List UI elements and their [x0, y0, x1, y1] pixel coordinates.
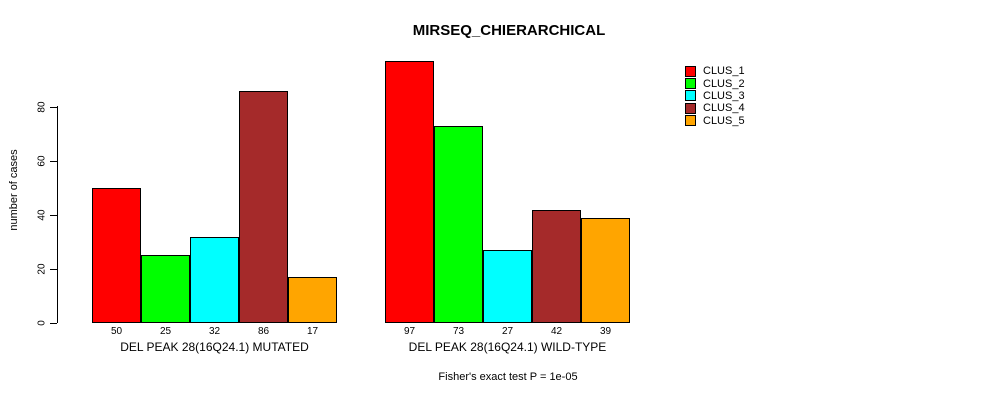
- legend-label: CLUS_2: [703, 77, 745, 90]
- y-axis-tick-label: 40: [36, 209, 48, 221]
- bar-clus_3: [483, 250, 532, 323]
- y-axis-tick-label: 80: [36, 101, 48, 113]
- legend-label: CLUS_1: [703, 65, 745, 78]
- bar-clus_2: [434, 126, 483, 323]
- y-axis-tick-mark: [50, 106, 57, 108]
- legend-swatch-icon: [685, 90, 696, 102]
- x-axis-group-label: DEL PEAK 28(16Q24.1) MUTATED: [120, 340, 309, 354]
- legend: CLUS_1 CLUS_2 CLUS_3 CLUS_4 CLUS_5: [685, 65, 745, 127]
- y-axis-tick-mark: [50, 322, 57, 324]
- bar-clus_1: [385, 61, 434, 323]
- bar-value-label: 17: [306, 326, 319, 337]
- y-axis-tick-label: 20: [36, 263, 48, 275]
- bar-clus_4: [532, 210, 581, 323]
- bar-value-label: 97: [403, 326, 416, 337]
- bar-value-label: 86: [257, 326, 270, 337]
- legend-swatch-icon: [685, 115, 696, 127]
- legend-item-clus_3: CLUS_3: [685, 90, 745, 102]
- chart-title: MIRSEQ_CHIERARCHICAL: [412, 22, 606, 39]
- legend-swatch-icon: [685, 65, 696, 77]
- bar-value-label: 32: [208, 326, 221, 337]
- legend-label: CLUS_4: [703, 102, 745, 115]
- y-axis-tick-mark: [50, 214, 57, 216]
- y-axis-tick-mark: [50, 268, 57, 270]
- y-axis-tick-label: 0: [36, 320, 48, 326]
- legend-item-clus_1: CLUS_1: [685, 65, 745, 77]
- y-axis-tick-mark: [50, 160, 57, 162]
- legend-item-clus_4: CLUS_4: [685, 102, 745, 114]
- bar-clus_5: [581, 218, 630, 323]
- bar-value-label: 25: [159, 326, 172, 337]
- bar-clus_1: [92, 188, 141, 323]
- bar-value-label: 42: [550, 326, 563, 337]
- y-axis-line: [57, 106, 58, 323]
- legend-item-clus_5: CLUS_5: [685, 115, 745, 127]
- legend-swatch-icon: [685, 102, 696, 114]
- legend-item-clus_2: CLUS_2: [685, 77, 745, 90]
- legend-swatch-icon: [685, 78, 696, 90]
- y-axis-label: number of cases: [8, 149, 20, 231]
- y-axis-tick-label: 60: [36, 155, 48, 167]
- legend-label: CLUS_3: [703, 89, 745, 102]
- bar-value-label: 39: [599, 326, 612, 337]
- bar-clus_4: [239, 91, 288, 323]
- legend-label: CLUS_5: [703, 114, 745, 127]
- bar-value-label: 73: [452, 326, 465, 337]
- bar-value-label: 50: [110, 326, 123, 337]
- bar-value-label: 27: [501, 326, 514, 337]
- bar-clus_5: [288, 277, 337, 323]
- bar-clus_2: [141, 255, 190, 323]
- bar-clus_3: [190, 237, 239, 323]
- fisher-test-annotation: Fisher's exact test P = 1e-05: [438, 371, 578, 383]
- x-axis-group-label: DEL PEAK 28(16Q24.1) WILD-TYPE: [408, 340, 607, 354]
